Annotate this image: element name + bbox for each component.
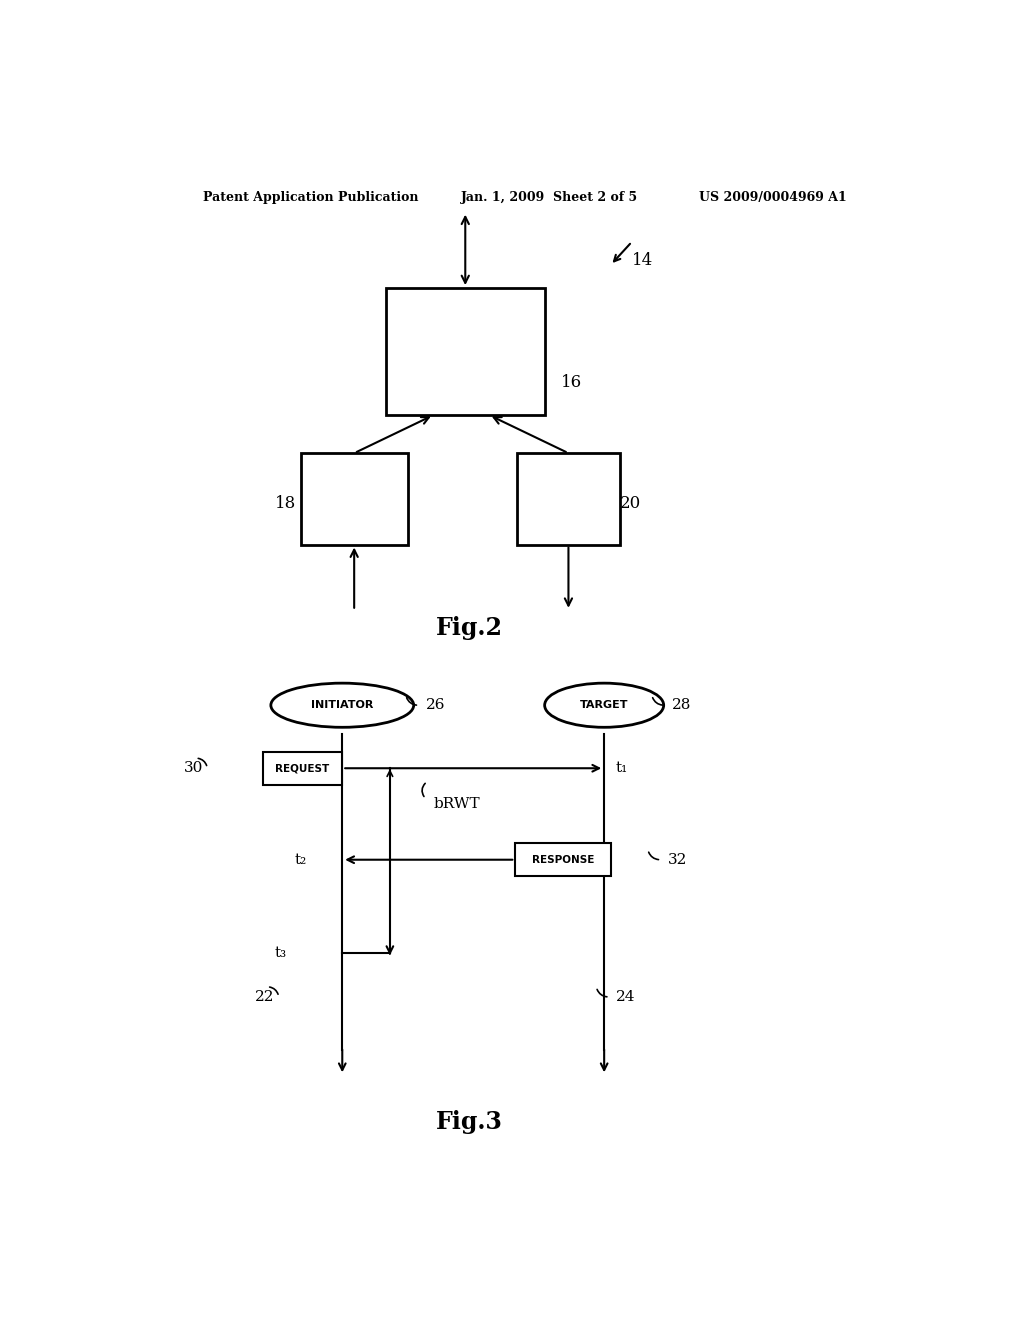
- Text: 32: 32: [668, 853, 687, 867]
- FancyBboxPatch shape: [263, 752, 342, 784]
- Text: US 2009/0004969 A1: US 2009/0004969 A1: [699, 190, 847, 203]
- Text: RESPONSE: RESPONSE: [531, 855, 594, 865]
- Text: TARGET: TARGET: [580, 700, 629, 710]
- FancyBboxPatch shape: [517, 453, 621, 545]
- FancyBboxPatch shape: [515, 843, 610, 876]
- Ellipse shape: [271, 684, 414, 727]
- Text: 18: 18: [274, 495, 296, 512]
- Text: REQUEST: REQUEST: [275, 763, 330, 774]
- Text: t₂: t₂: [294, 853, 306, 867]
- Text: 24: 24: [616, 990, 636, 1005]
- FancyBboxPatch shape: [386, 288, 545, 414]
- Text: 14: 14: [632, 252, 653, 268]
- Text: bRWT: bRWT: [433, 797, 480, 810]
- Text: 22: 22: [255, 990, 274, 1005]
- Text: 28: 28: [672, 698, 691, 713]
- Text: t₁: t₁: [616, 762, 629, 775]
- Text: 30: 30: [184, 762, 204, 775]
- Ellipse shape: [545, 684, 664, 727]
- Text: Patent Application Publication: Patent Application Publication: [204, 190, 419, 203]
- Text: Fig.3: Fig.3: [436, 1110, 503, 1134]
- Text: t₃: t₃: [274, 946, 287, 960]
- Text: Fig.2: Fig.2: [436, 616, 503, 640]
- Text: 16: 16: [560, 374, 582, 391]
- Text: INITIATOR: INITIATOR: [311, 700, 374, 710]
- Text: Jan. 1, 2009  Sheet 2 of 5: Jan. 1, 2009 Sheet 2 of 5: [461, 190, 638, 203]
- Text: 20: 20: [620, 495, 641, 512]
- Text: 26: 26: [426, 698, 445, 713]
- FancyBboxPatch shape: [301, 453, 408, 545]
